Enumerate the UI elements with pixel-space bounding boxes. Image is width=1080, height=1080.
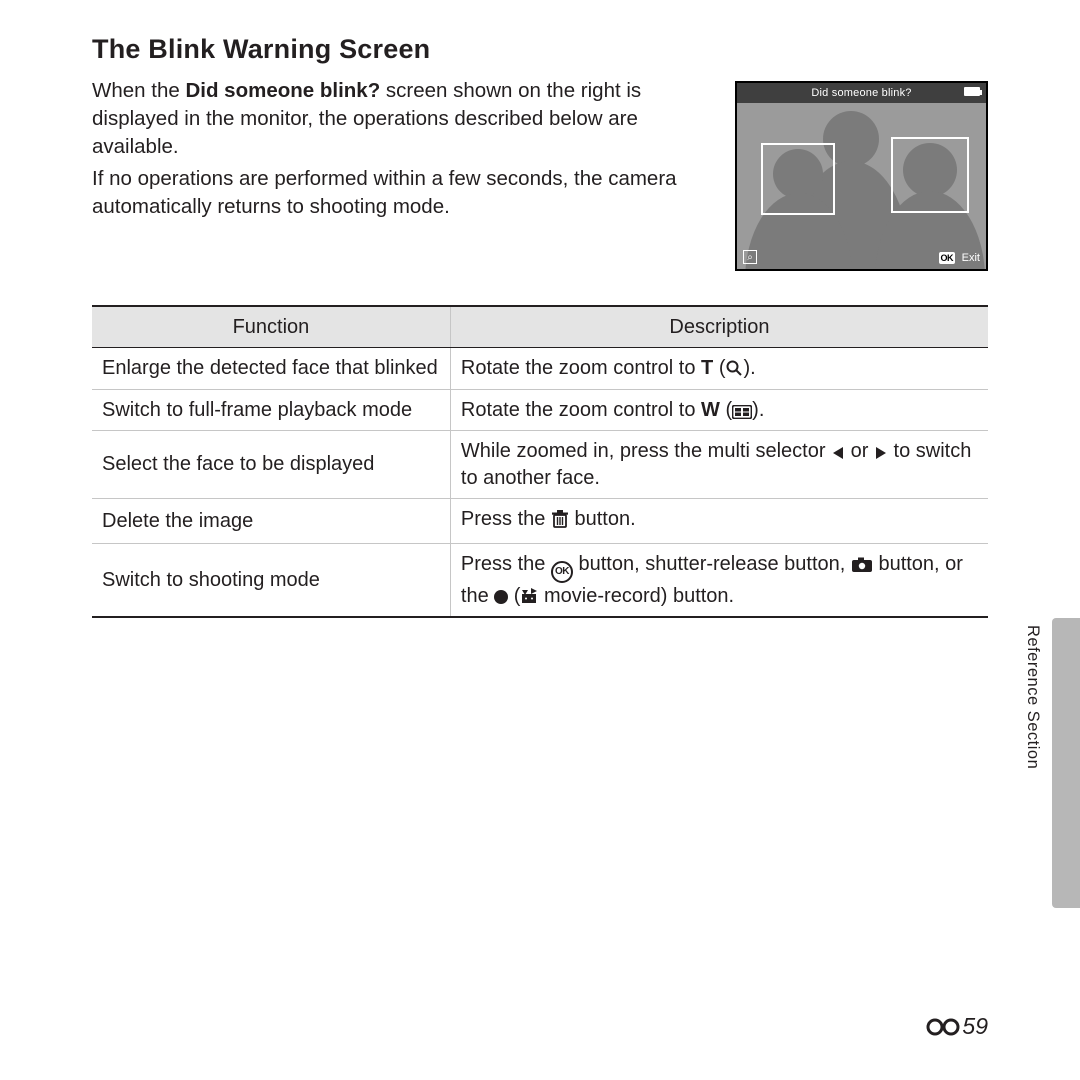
ok-badge: OK	[939, 252, 956, 264]
table-row: Switch to shooting mode Press the OK but…	[92, 544, 988, 617]
left-arrow-icon	[831, 446, 845, 460]
face-detect-box	[891, 137, 969, 213]
lcd-title: Did someone blink?	[811, 87, 911, 99]
cell-function: Switch to full-frame playback mode	[92, 389, 450, 430]
page-footer: 59	[926, 1013, 988, 1040]
cell-function: Switch to shooting mode	[92, 544, 450, 617]
intro-paragraph-2: If no operations are performed within a …	[92, 165, 705, 221]
cell-description: Press the OK button, shutter-release but…	[450, 544, 988, 617]
cell-description: Press the button.	[450, 498, 988, 543]
table-row: Select the face to be displayed While zo…	[92, 431, 988, 499]
manual-page: The Blink Warning Screen When the Did so…	[0, 0, 1080, 1080]
record-dot-icon	[494, 590, 508, 604]
cell-description: Rotate the zoom control to T ().	[450, 348, 988, 389]
side-tab	[1052, 618, 1080, 908]
page-number: 59	[962, 1013, 988, 1040]
face-detect-box	[761, 143, 835, 215]
reference-link-icon	[926, 1017, 960, 1037]
magnify-icon	[725, 359, 743, 377]
cell-description: Rotate the zoom control to W ().	[450, 389, 988, 430]
intro-paragraph-1: When the Did someone blink? screen shown…	[92, 77, 705, 161]
cell-function: Enlarge the detected face that blinked	[92, 348, 450, 389]
ok-button-icon: OK	[551, 561, 573, 583]
col-description: Description	[450, 306, 988, 348]
trash-icon	[551, 509, 569, 536]
right-arrow-icon	[874, 446, 888, 460]
lcd-screen: Did someone blink? ⌕ OK Exit	[737, 83, 986, 269]
col-function: Function	[92, 306, 450, 348]
cell-description: While zoomed in, press the multi selecto…	[450, 431, 988, 499]
intro-text: When the Did someone blink? screen shown…	[92, 75, 705, 224]
table-row: Switch to full-frame playback mode Rotat…	[92, 389, 988, 430]
thumbnail-icon	[732, 405, 752, 419]
table-row: Delete the image Press the button.	[92, 498, 988, 543]
functions-table: Function Description Enlarge the detecte…	[92, 305, 988, 618]
table-row: Enlarge the detected face that blinked R…	[92, 348, 988, 389]
cell-function: Select the face to be displayed	[92, 431, 450, 499]
page-title: The Blink Warning Screen	[92, 34, 988, 65]
battery-icon	[964, 87, 980, 96]
lcd-illustration: Did someone blink? ⌕ OK Exit	[735, 81, 988, 271]
section-label: Reference Section	[1023, 625, 1042, 769]
cell-function: Delete the image	[92, 498, 450, 543]
camera-icon	[851, 557, 873, 573]
intro-row: When the Did someone blink? screen shown…	[92, 75, 988, 271]
zoom-icon: ⌕	[743, 250, 757, 264]
movie-icon	[520, 587, 538, 605]
exit-label: Exit	[962, 252, 980, 264]
lcd-topbar: Did someone blink?	[737, 83, 986, 103]
